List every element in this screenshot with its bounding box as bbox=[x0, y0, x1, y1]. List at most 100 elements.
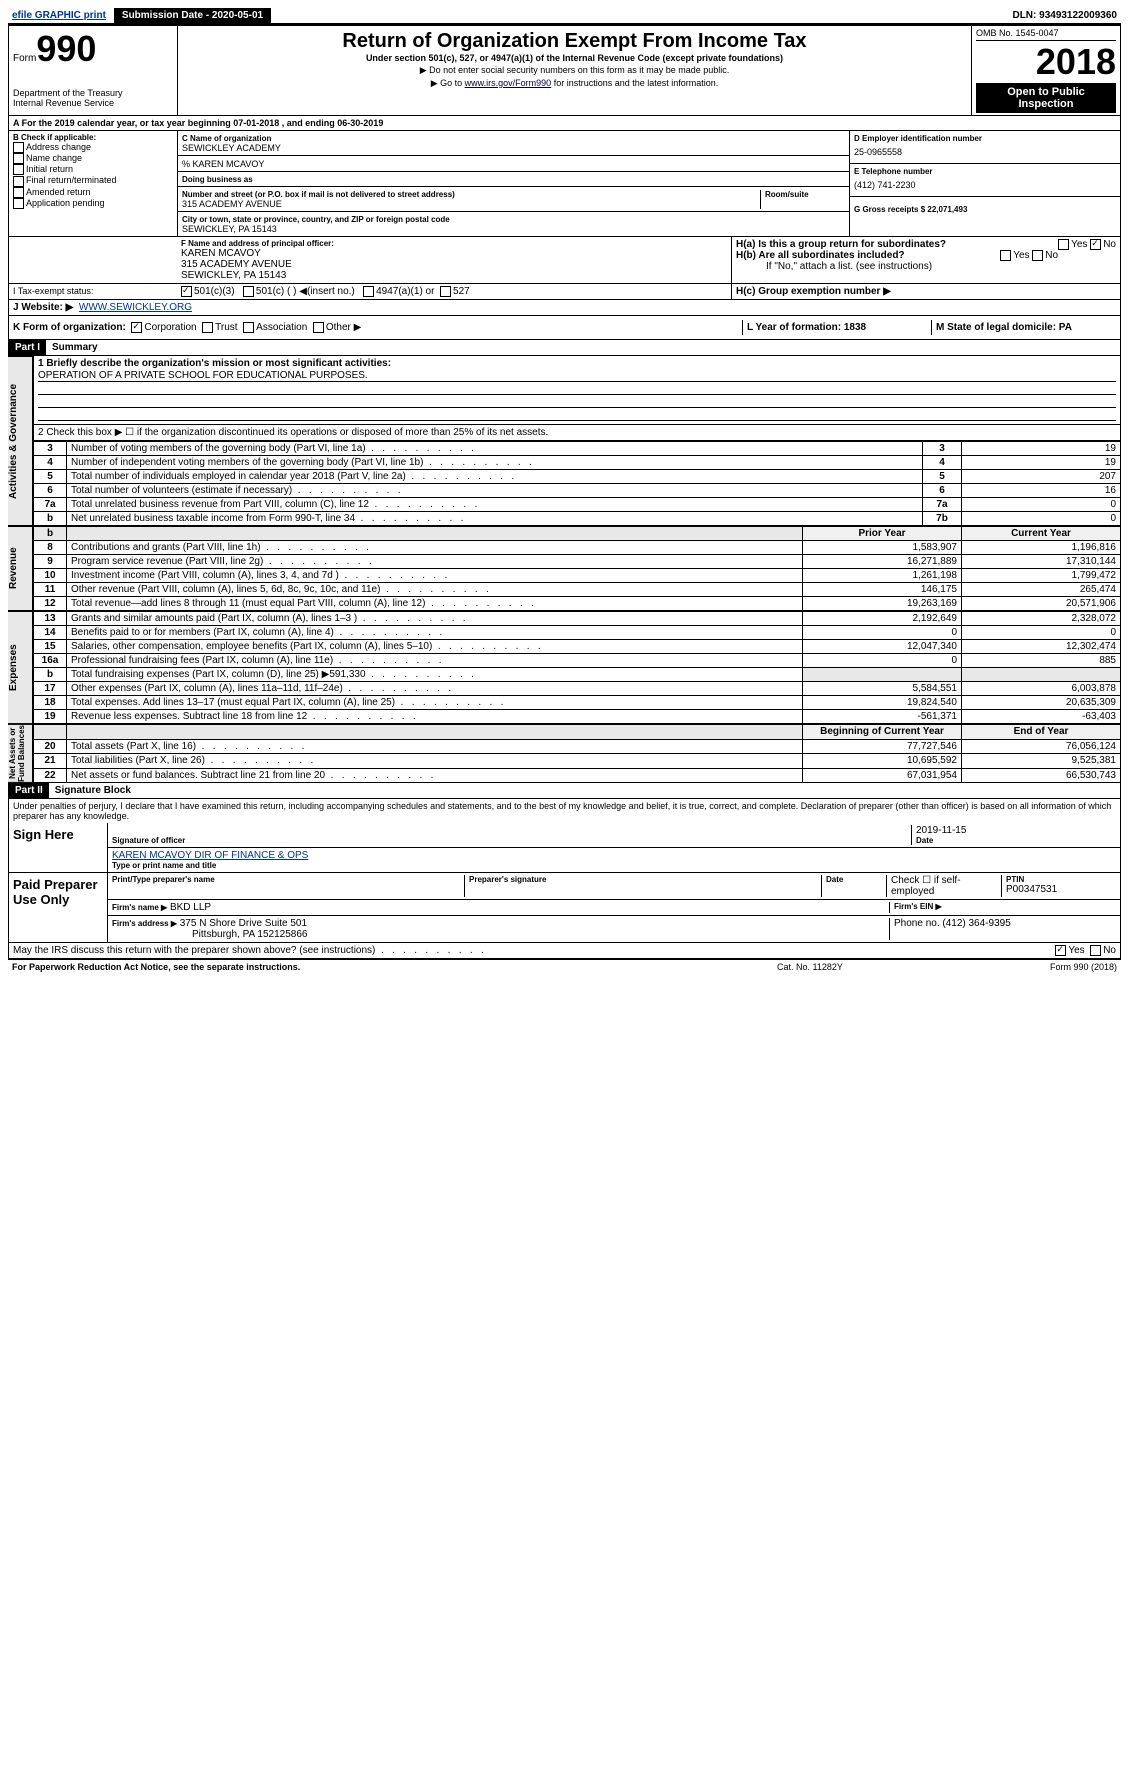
goto-pre: ▶ Go to bbox=[431, 78, 465, 88]
table-row: 20Total assets (Part X, line 16)77,727,5… bbox=[34, 739, 1121, 753]
b-label: B Check if applicable: bbox=[13, 133, 173, 142]
ein: 25-0965558 bbox=[854, 143, 1116, 161]
l2: 2 Check this box ▶ ☐ if the organization… bbox=[33, 425, 1121, 441]
dept: Department of the Treasury Internal Reve… bbox=[13, 88, 173, 108]
goto-link[interactable]: www.irs.gov/Form990 bbox=[465, 78, 552, 88]
i-501c: 501(c) ( ) ◀(insert no.) bbox=[256, 286, 355, 297]
i-lbl: I Tax-exempt status: bbox=[13, 286, 93, 296]
open-public: Open to Public Inspection bbox=[976, 83, 1116, 113]
table-netassets: Beginning of Current YearEnd of Year 20T… bbox=[33, 724, 1121, 783]
table-row: 8Contributions and grants (Part VIII, li… bbox=[34, 541, 1121, 555]
col-c: C Name of organization SEWICKLEY ACADEMY… bbox=[178, 131, 850, 236]
table-row: bNet unrelated business taxable income f… bbox=[34, 512, 1121, 526]
hb-no: No bbox=[1045, 250, 1058, 261]
c-name-lbl: C Name of organization bbox=[182, 134, 845, 143]
k-other: Other ▶ bbox=[326, 322, 361, 333]
ha-no: No bbox=[1103, 239, 1116, 250]
col-f: F Name and address of principal officer:… bbox=[177, 237, 732, 283]
row-fh: F Name and address of principal officer:… bbox=[8, 237, 1121, 284]
k-trust: Trust bbox=[215, 322, 237, 333]
i-501c3: 501(c)(3) bbox=[194, 286, 235, 297]
pra-notice: For Paperwork Reduction Act Notice, see … bbox=[12, 962, 777, 972]
cat-no: Cat. No. 11282Y bbox=[777, 962, 977, 972]
ptin: P00347531 bbox=[1006, 884, 1116, 895]
f-lbl: F Name and address of principal officer: bbox=[181, 239, 727, 248]
i-527: 527 bbox=[453, 286, 470, 297]
firm-name: BKD LLP bbox=[170, 902, 211, 913]
side-revenue: Revenue bbox=[8, 526, 33, 611]
website[interactable]: WWW.SEWICKLEY.ORG bbox=[79, 302, 192, 313]
table-row: 5Total number of individuals employed in… bbox=[34, 470, 1121, 484]
discuss-no: No bbox=[1103, 945, 1116, 956]
side-netassets: Net Assets or Fund Balances bbox=[8, 724, 33, 783]
sig-officer-lbl: Signature of officer bbox=[112, 836, 911, 845]
ptin-lbl: PTIN bbox=[1006, 875, 1116, 884]
sig-date: 2019-11-15 bbox=[916, 825, 1116, 836]
table-row: 14Benefits paid to or for members (Part … bbox=[34, 626, 1121, 640]
footer: For Paperwork Reduction Act Notice, see … bbox=[8, 959, 1121, 974]
efile-label[interactable]: efile GRAPHIC print bbox=[8, 8, 110, 23]
table-row: 6Total number of volunteers (estimate if… bbox=[34, 484, 1121, 498]
k-assoc: Association bbox=[256, 322, 307, 333]
form-header: Form 990 Department of the Treasury Inte… bbox=[8, 25, 1121, 116]
part2-header: Part II Signature Block bbox=[8, 783, 1121, 799]
gross-receipts: G Gross receipts $ 22,071,493 bbox=[854, 205, 967, 214]
col-prior: Prior Year bbox=[803, 527, 962, 541]
hb-note: If "No," attach a list. (see instruction… bbox=[736, 261, 1116, 272]
care-of: % KAREN MCAVOY bbox=[178, 157, 849, 172]
phone: (412) 741-2230 bbox=[854, 176, 1116, 194]
col-h: H(a) Is this a group return for subordin… bbox=[732, 237, 1120, 283]
b-final: Final return/terminated bbox=[26, 175, 117, 185]
col-current: Current Year bbox=[962, 527, 1121, 541]
l1-label: 1 Briefly describe the organization's mi… bbox=[38, 358, 1116, 369]
table-row: 13Grants and similar amounts paid (Part … bbox=[34, 612, 1121, 626]
table-row: 11Other revenue (Part VIII, column (A), … bbox=[34, 583, 1121, 597]
table-row: 15Salaries, other compensation, employee… bbox=[34, 640, 1121, 654]
table-row: 17Other expenses (Part IX, column (A), l… bbox=[34, 682, 1121, 696]
form-word: Form bbox=[13, 53, 36, 64]
room-lbl: Room/suite bbox=[765, 190, 845, 199]
top-bar: efile GRAPHIC print Submission Date - 20… bbox=[8, 8, 1121, 25]
line-a: A For the 2019 calendar year, or tax yea… bbox=[8, 116, 1121, 131]
row-j: J Website: ▶ WWW.SEWICKLEY.ORG bbox=[8, 300, 1121, 316]
note-ssn: ▶ Do not enter social security numbers o… bbox=[182, 65, 967, 76]
dln: DLN: 93493122009360 bbox=[1008, 8, 1121, 23]
note-goto: ▶ Go to www.irs.gov/Form990 for instruct… bbox=[182, 78, 967, 89]
table-row: 4Number of independent voting members of… bbox=[34, 456, 1121, 470]
officer-name: KAREN MCAVOY bbox=[181, 248, 727, 259]
table-row: 18Total expenses. Add lines 13–17 (must … bbox=[34, 696, 1121, 710]
firm-addr: 375 N Shore Drive Suite 501 bbox=[180, 918, 307, 929]
j-lbl: J Website: ▶ bbox=[13, 302, 73, 313]
prep-name-lbl: Print/Type preparer's name bbox=[112, 875, 464, 897]
part1-header: Part I Summary bbox=[8, 340, 1121, 356]
table-row: 9Program service revenue (Part VIII, lin… bbox=[34, 555, 1121, 569]
row-i: I Tax-exempt status: 501(c)(3) 501(c) ( … bbox=[8, 284, 1121, 300]
form-title: Return of Organization Exempt From Incom… bbox=[182, 30, 967, 53]
firm-name-lbl: Firm's name ▶ bbox=[112, 903, 167, 912]
side-activities: Activities & Governance bbox=[8, 356, 33, 526]
prep-date-lbl: Date bbox=[821, 875, 886, 897]
table-row: 10Investment income (Part VIII, column (… bbox=[34, 569, 1121, 583]
netassets-section: Net Assets or Fund Balances Beginning of… bbox=[8, 724, 1121, 783]
firm-city: Pittsburgh, PA 152125866 bbox=[112, 929, 889, 940]
col-end: End of Year bbox=[962, 725, 1121, 739]
table-row: 16aProfessional fundraising fees (Part I… bbox=[34, 654, 1121, 668]
b-app-pending: Application pending bbox=[26, 198, 105, 208]
dba-lbl: Doing business as bbox=[182, 175, 845, 184]
part1-title: Summary bbox=[46, 340, 104, 355]
table-row: 19Revenue less expenses. Subtract line 1… bbox=[34, 710, 1121, 724]
table-row: 21Total liabilities (Part X, line 26)10,… bbox=[34, 754, 1121, 768]
i-4947: 4947(a)(1) or bbox=[376, 286, 434, 297]
part2-label: Part II bbox=[9, 783, 49, 798]
firm-phone: Phone no. (412) 364-9395 bbox=[889, 918, 1116, 940]
col-deg: D Employer identification number 25-0965… bbox=[850, 131, 1120, 236]
activities-governance: Activities & Governance 1 Briefly descri… bbox=[8, 356, 1121, 526]
m-state: M State of legal domicile: PA bbox=[936, 322, 1072, 333]
goto-post: for instructions and the latest informat… bbox=[551, 78, 718, 88]
table-row: 7aTotal unrelated business revenue from … bbox=[34, 498, 1121, 512]
ein-lbl: D Employer identification number bbox=[854, 134, 1116, 143]
org-name: SEWICKLEY ACADEMY bbox=[182, 143, 845, 153]
discuss-yes: Yes bbox=[1068, 945, 1084, 956]
table-gov: 3Number of voting members of the governi… bbox=[33, 441, 1121, 526]
table-expenses: 13Grants and similar amounts paid (Part … bbox=[33, 611, 1121, 724]
